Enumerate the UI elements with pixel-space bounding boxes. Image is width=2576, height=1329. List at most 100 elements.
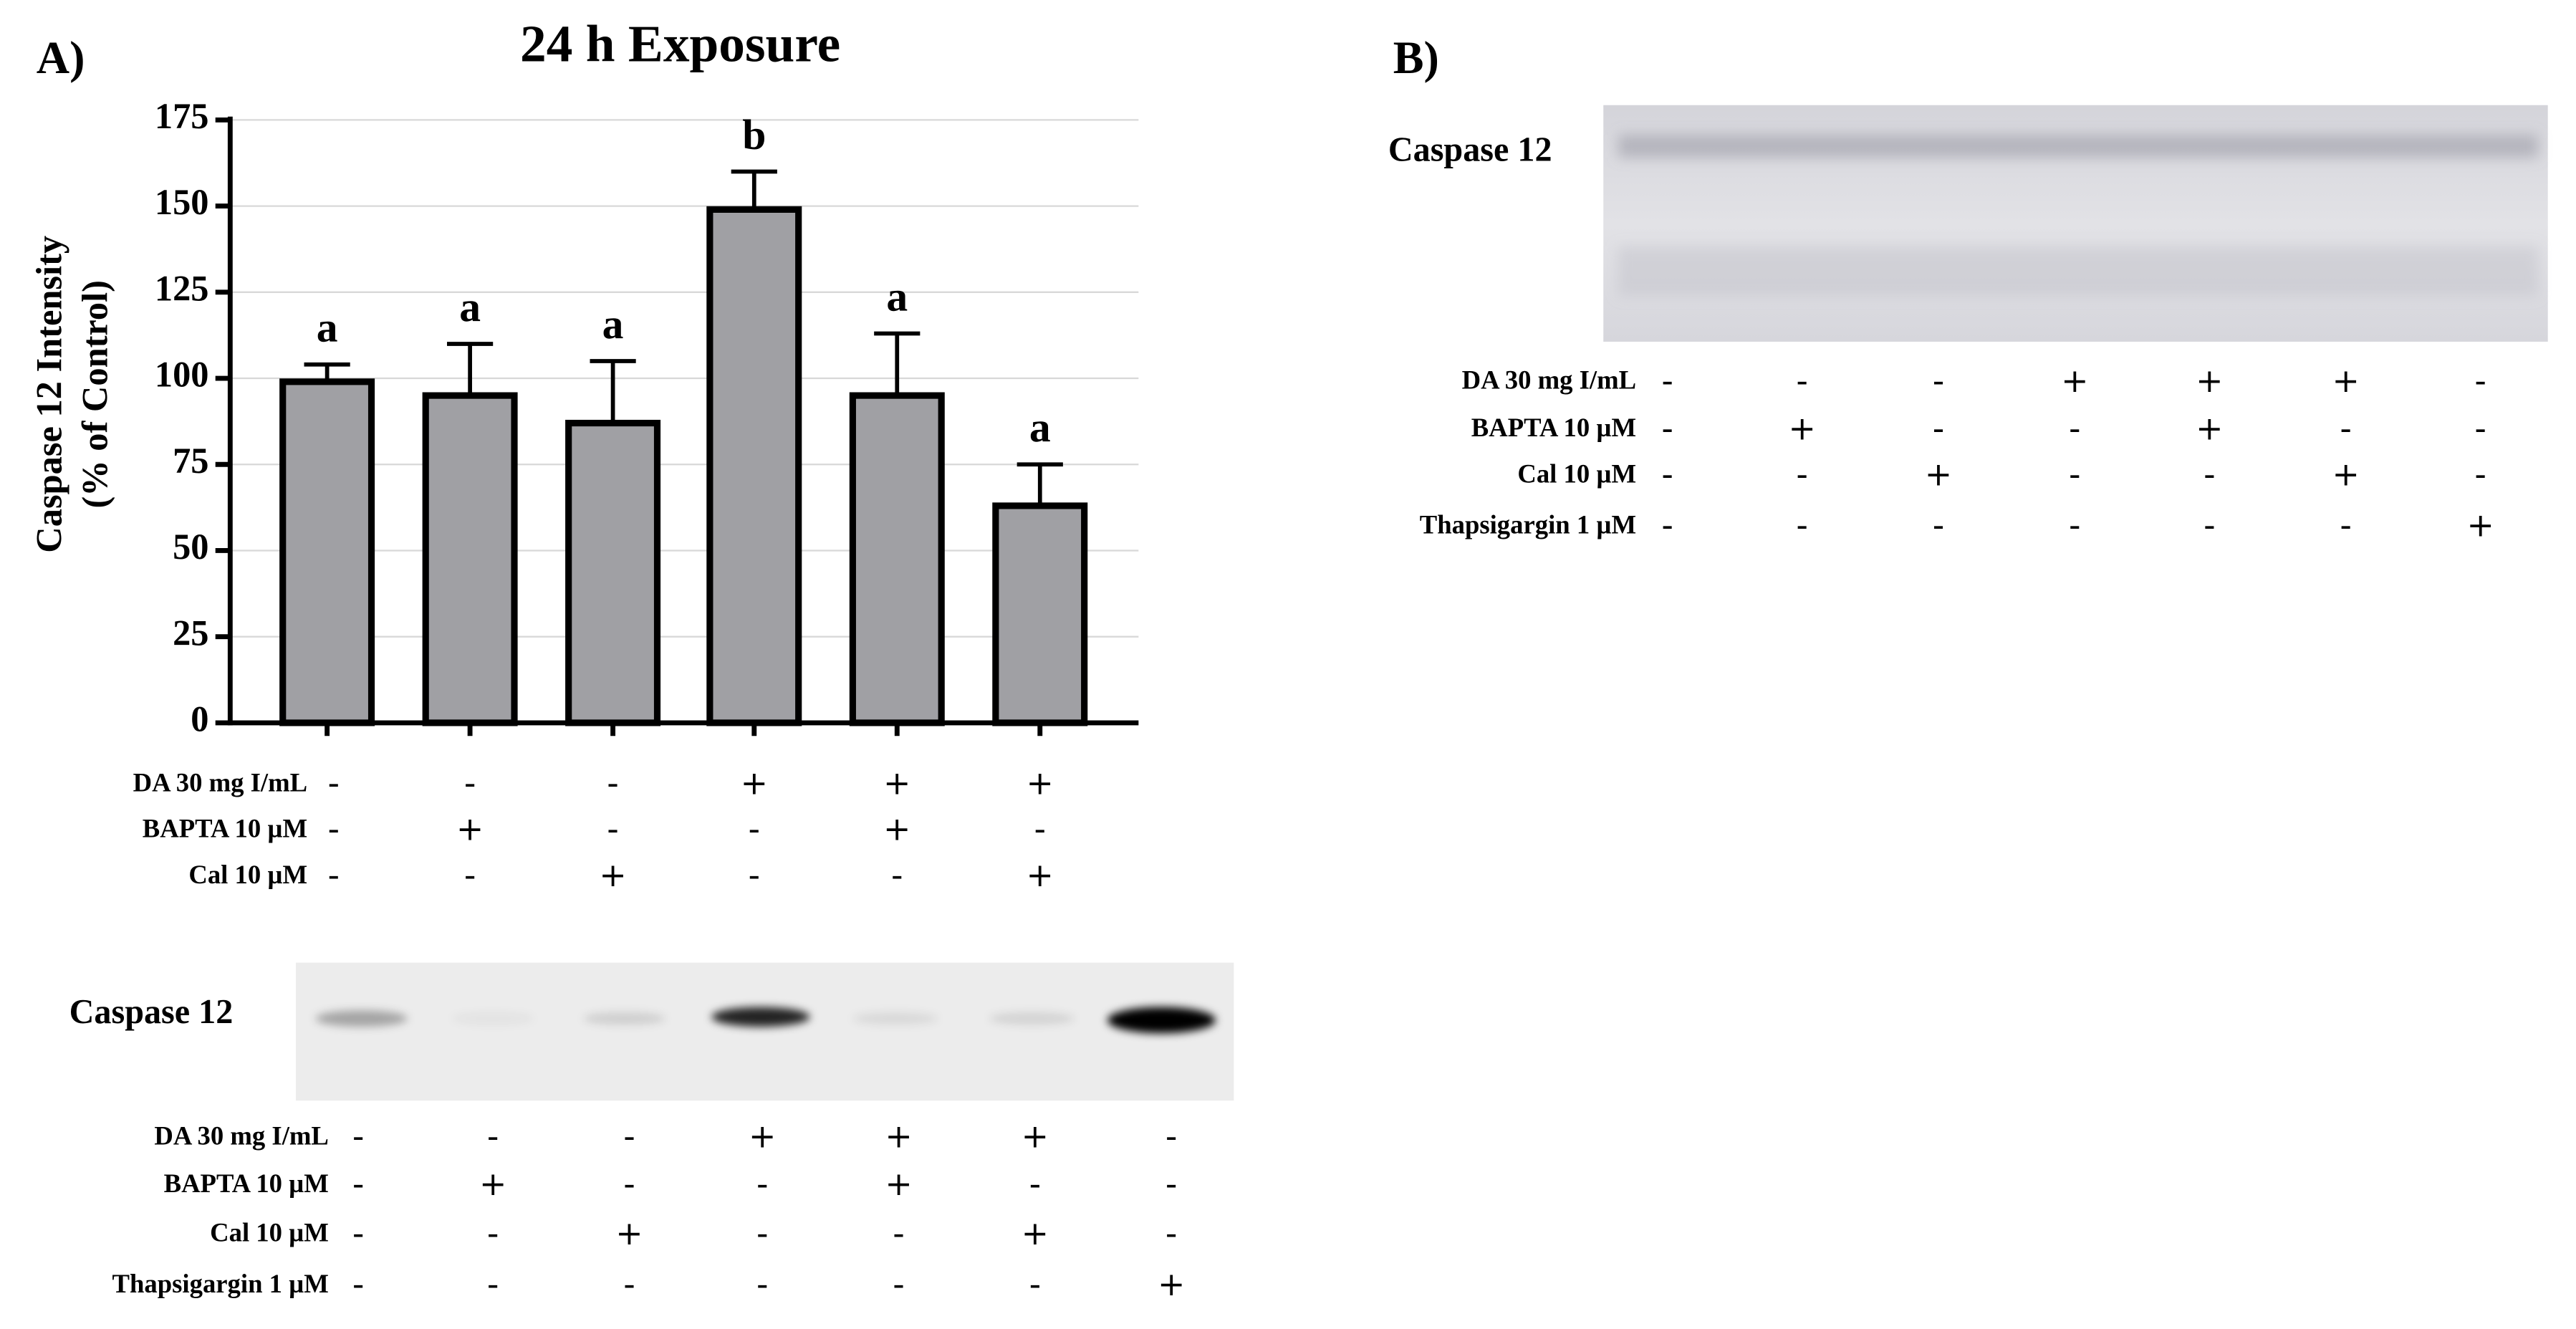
row-label: DA 30 mg I/mL xyxy=(154,1121,328,1150)
sign: - xyxy=(891,855,903,894)
sign: - xyxy=(328,764,340,802)
row-label: Cal 10 µM xyxy=(1517,459,1636,488)
row-label: BAPTA 10 µM xyxy=(1471,413,1636,442)
bar xyxy=(565,419,661,726)
sign: + xyxy=(2196,408,2223,447)
sign: + xyxy=(883,764,910,802)
sign: + xyxy=(479,1164,506,1203)
sign: - xyxy=(607,810,619,848)
sign: + xyxy=(1022,1214,1049,1252)
y-tick-label: 0 xyxy=(191,699,208,739)
sign: - xyxy=(756,1214,769,1252)
sign: + xyxy=(599,855,626,894)
sign: - xyxy=(1029,1265,1042,1303)
sign: - xyxy=(487,1214,499,1252)
significance-label: a xyxy=(459,283,481,330)
sign: + xyxy=(456,810,484,848)
sign: - xyxy=(2474,361,2486,400)
row-label: DA 30 mg I/mL xyxy=(133,767,307,797)
row-label: Thapsigargin 1 µM xyxy=(1420,509,1636,539)
sign: - xyxy=(1796,506,1808,544)
sign: + xyxy=(885,1117,912,1156)
y-axis-label: (% of Control) xyxy=(75,280,115,508)
sign: + xyxy=(615,1214,643,1252)
sign: - xyxy=(1661,506,1673,544)
sign: - xyxy=(464,855,476,894)
sign: - xyxy=(1933,361,1945,400)
sign: + xyxy=(2466,506,2494,544)
row-label: Thapsigargin 1 µM xyxy=(112,1269,329,1298)
panel-label: B) xyxy=(1393,32,1439,83)
sign: - xyxy=(328,810,340,848)
y-tick-label: 50 xyxy=(173,527,208,567)
panel-label: A) xyxy=(37,32,85,83)
row-label: BAPTA 10 µM xyxy=(164,1169,329,1198)
sign: - xyxy=(352,1117,365,1156)
sign: - xyxy=(2069,506,2081,544)
y-tick-label: 25 xyxy=(173,613,208,653)
sign: - xyxy=(328,855,340,894)
sign: + xyxy=(1158,1265,1185,1303)
bar xyxy=(279,378,375,726)
sign: + xyxy=(1925,454,1952,493)
sign: - xyxy=(464,764,476,802)
blot-label: Caspase 12 xyxy=(69,993,234,1031)
sign: - xyxy=(749,855,761,894)
sign: - xyxy=(2069,454,2081,493)
sign: - xyxy=(2069,408,2081,447)
sign: - xyxy=(756,1265,769,1303)
sign: + xyxy=(2196,361,2223,400)
sign: - xyxy=(1661,408,1673,447)
sign: - xyxy=(1796,454,1808,493)
sign: - xyxy=(2474,454,2486,493)
sign: - xyxy=(487,1117,499,1156)
sign: - xyxy=(2474,408,2486,447)
sign: - xyxy=(352,1214,365,1252)
sign: + xyxy=(741,764,768,802)
sign: + xyxy=(2061,361,2088,400)
sign: - xyxy=(623,1164,635,1203)
row-label: Cal 10 µM xyxy=(188,860,307,889)
sign: + xyxy=(2332,454,2359,493)
y-axis-label: Caspase 12 Intensity xyxy=(29,236,69,553)
significance-label: a xyxy=(1029,403,1051,451)
bar xyxy=(849,392,945,726)
bar xyxy=(992,502,1088,726)
sign: - xyxy=(1166,1214,1178,1252)
sign: - xyxy=(1796,361,1808,400)
y-tick-label: 125 xyxy=(155,268,209,308)
sign: - xyxy=(352,1265,365,1303)
sign: + xyxy=(1027,855,1054,894)
sign: - xyxy=(2340,506,2352,544)
sign: - xyxy=(749,810,761,848)
sign: - xyxy=(2340,408,2352,447)
bar xyxy=(706,206,802,726)
sign: - xyxy=(756,1164,769,1203)
row-label: BAPTA 10 µM xyxy=(143,814,307,843)
sign: - xyxy=(1166,1117,1178,1156)
sign: - xyxy=(1166,1164,1178,1203)
sign: - xyxy=(893,1265,905,1303)
sign: - xyxy=(607,764,619,802)
sign: - xyxy=(1661,361,1673,400)
sign: + xyxy=(749,1117,776,1156)
y-tick-label: 100 xyxy=(155,355,209,395)
significance-label: a xyxy=(602,300,624,347)
sign: + xyxy=(2332,361,2359,400)
sign: - xyxy=(1029,1164,1042,1203)
y-tick-label: 175 xyxy=(155,96,209,136)
blot-bands xyxy=(1618,135,2538,296)
sign: - xyxy=(1933,506,1945,544)
sign: - xyxy=(1933,408,1945,447)
sign: - xyxy=(623,1117,635,1156)
sign: + xyxy=(1022,1117,1049,1156)
y-tick-label: 150 xyxy=(155,182,209,222)
sign: + xyxy=(1788,408,1815,447)
row-label: Cal 10 µM xyxy=(210,1218,329,1247)
sign: - xyxy=(487,1265,499,1303)
significance-label: a xyxy=(317,304,338,351)
sign: - xyxy=(893,1214,905,1252)
sign: + xyxy=(885,1164,912,1203)
